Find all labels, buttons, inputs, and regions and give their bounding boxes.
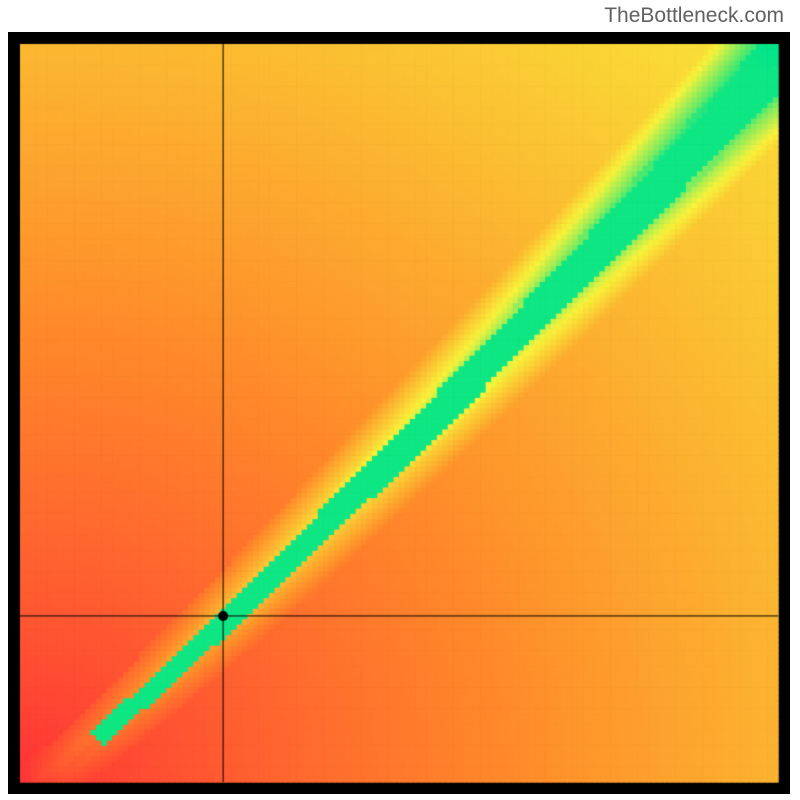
watermark-text: TheBottleneck.com [604, 4, 784, 28]
heatmap-plot [8, 32, 790, 794]
